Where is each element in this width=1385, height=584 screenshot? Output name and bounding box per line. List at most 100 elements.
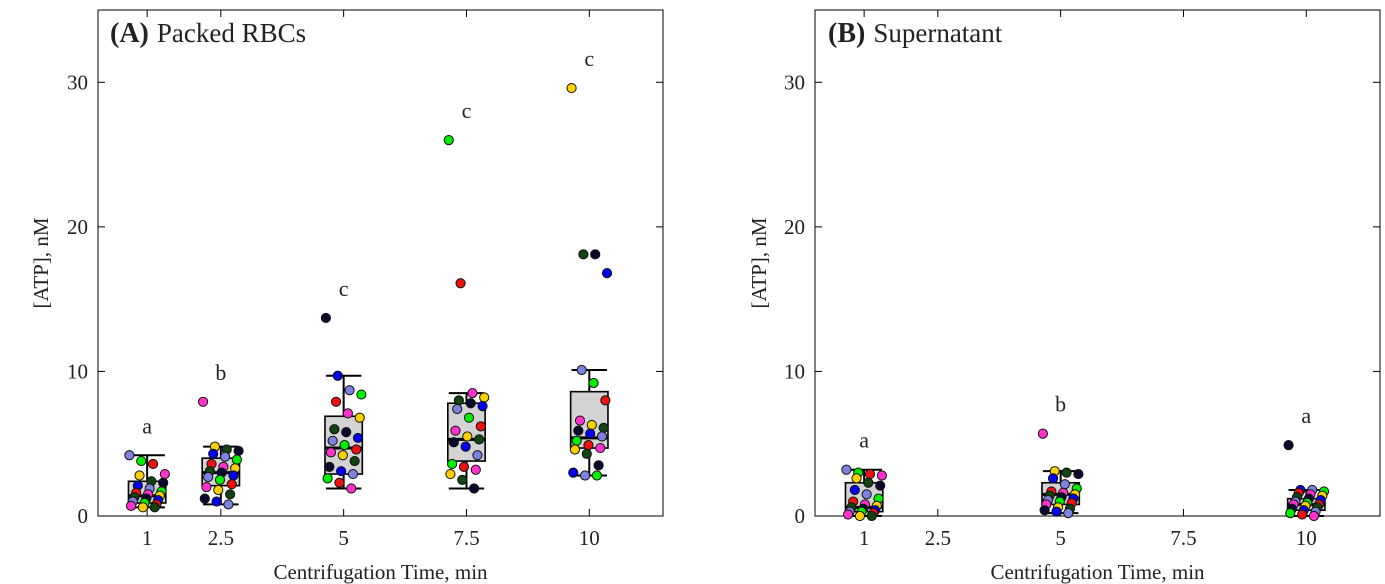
y-tick-label: 0: [78, 504, 89, 528]
data-point: [211, 496, 222, 507]
x-axis-label: Centrifugation Time, min: [273, 560, 488, 584]
data-point: [197, 396, 209, 407]
data-point: [588, 377, 599, 389]
y-axis-label: [ATP], nM: [29, 217, 53, 308]
data-point: [147, 458, 159, 470]
data-point: [203, 471, 214, 483]
data-point: [344, 385, 355, 396]
data-point: [225, 489, 236, 500]
y-tick-label: 0: [795, 504, 806, 528]
data-point: [337, 450, 348, 461]
data-point: [581, 448, 592, 459]
group-x-1: a: [841, 428, 887, 522]
data-point: [347, 468, 359, 480]
data-point: [158, 477, 169, 488]
data-point: [601, 268, 613, 279]
data-point: [571, 435, 582, 446]
data-point: [849, 484, 860, 496]
panel-b: 0 10 20 30 1 2.5 5 7.5 10 Centrifugation Time, mi…: [747, 9, 1381, 584]
data-point: [453, 395, 464, 406]
data-point: [450, 425, 461, 436]
data-point: [842, 509, 854, 520]
y-tick-label: 10: [67, 359, 88, 383]
data-point: [330, 396, 342, 407]
data-point: [568, 467, 579, 478]
y-axis-label: [ATP], nM: [747, 217, 771, 308]
y-tick-label: 30: [67, 70, 88, 94]
data-point: [134, 470, 145, 481]
data-point: [574, 415, 586, 426]
data-point: [455, 278, 466, 289]
data-point: [352, 432, 364, 444]
panel-letter: (A): [110, 18, 149, 49]
data-point: [341, 427, 352, 438]
data-point: [866, 510, 877, 522]
data-point: [1308, 510, 1320, 522]
data-point: [465, 398, 476, 409]
panel-name: Supernatant: [873, 18, 1002, 48]
data-point: [841, 464, 852, 475]
data-point: [1039, 505, 1050, 516]
data-point: [136, 455, 147, 467]
significance-letter: b: [215, 360, 226, 385]
data-point: [320, 312, 332, 324]
data-point: [324, 461, 335, 472]
data-point: [231, 454, 242, 465]
data-point: [226, 479, 237, 490]
group-x-1: a: [124, 413, 170, 513]
data-point: [214, 474, 226, 485]
data-point: [474, 434, 485, 445]
data-point: [576, 364, 587, 376]
data-point: [223, 499, 234, 510]
x-tick-label: 10: [579, 526, 600, 550]
x-tick-label: 5: [1055, 526, 1066, 550]
data-point: [1059, 479, 1070, 490]
x-tick-label: 2.5: [925, 526, 951, 550]
data-point: [332, 370, 343, 381]
data-point: [349, 455, 360, 467]
x-axis-label: Centrifugation Time, min: [990, 560, 1205, 584]
plot-frame: [814, 9, 1381, 517]
data-point: [468, 483, 480, 494]
data-point: [590, 249, 601, 260]
data-point: [149, 502, 160, 513]
data-point: [595, 442, 606, 454]
data-point: [578, 249, 589, 260]
significance-letter: a: [1301, 403, 1311, 428]
data-point: [342, 408, 353, 419]
data-point: [472, 450, 483, 461]
x-tick-label: 2.5: [208, 526, 234, 550]
data-point: [875, 480, 886, 491]
significance-letter: c: [462, 98, 472, 123]
data-point: [569, 444, 581, 455]
data-point: [125, 500, 137, 511]
y-tick-label: 10: [784, 359, 805, 383]
data-point: [861, 489, 872, 500]
data-point: [124, 450, 135, 461]
data-point: [447, 458, 458, 470]
data-point: [213, 484, 224, 496]
x-tick-label: 10: [1296, 526, 1317, 550]
data-point: [159, 468, 170, 480]
panel-title: (B) Supernatant: [828, 18, 1003, 49]
x-tick-label: 1: [859, 526, 870, 550]
data-point: [579, 470, 591, 481]
data-point: [586, 419, 597, 431]
significance-letter: a: [142, 413, 152, 438]
y-tick-label: 20: [784, 215, 805, 239]
data-point: [445, 468, 456, 480]
plot-frame: [97, 9, 664, 517]
y-tick-label: 30: [784, 70, 805, 94]
group-x-10: a: [1283, 403, 1330, 522]
data-point: [467, 388, 478, 399]
data-point: [233, 445, 244, 457]
data-point: [1051, 506, 1062, 517]
significance-letter: b: [1055, 392, 1066, 417]
data-point: [1296, 509, 1308, 520]
data-point: [325, 447, 337, 458]
significance-letter: c: [584, 46, 594, 71]
data-point: [876, 470, 887, 481]
data-point: [351, 444, 362, 455]
x-tick-label: 1: [142, 526, 153, 550]
